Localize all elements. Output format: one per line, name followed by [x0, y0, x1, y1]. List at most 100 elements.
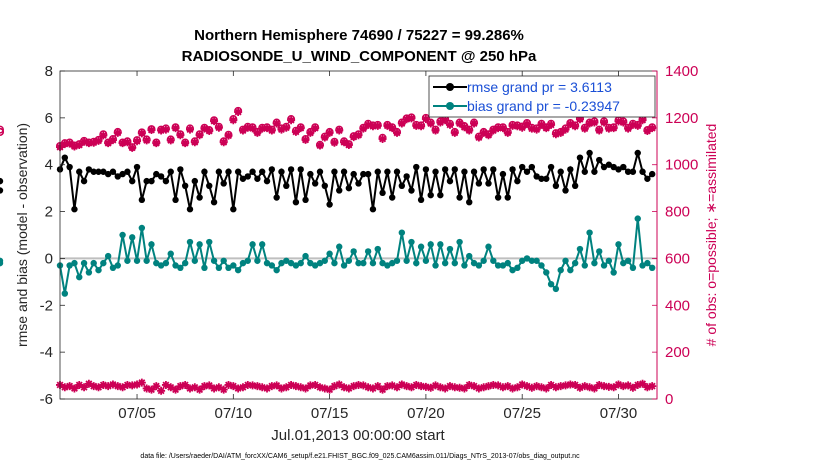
- obs_low-point: [311, 380, 320, 389]
- obs_assimilated-point: [551, 130, 560, 139]
- obs_assimilated-point: [104, 139, 113, 148]
- bias-point: [186, 238, 194, 246]
- rmse-point: [114, 173, 121, 180]
- bias-point: [316, 259, 324, 267]
- obs_low-point: [619, 382, 628, 391]
- y-left-tick-label: 4: [45, 157, 53, 174]
- obs_low-point: [166, 383, 175, 392]
- bias-point: [268, 262, 276, 269]
- bias-point: [177, 264, 184, 271]
- rmse-point: [129, 177, 136, 185]
- rmse-point: [398, 182, 406, 189]
- bias-point: [576, 245, 584, 253]
- obs_low-point: [407, 383, 416, 392]
- rmse-point: [206, 182, 213, 189]
- bias-point: [620, 259, 627, 267]
- bias-point: [634, 215, 641, 222]
- bias-point: [71, 259, 78, 267]
- bias-point: [239, 259, 247, 267]
- rmse-point: [350, 170, 357, 178]
- rmse-point: [422, 166, 430, 173]
- rmse-point: [374, 168, 381, 175]
- rmse-point: [172, 196, 179, 204]
- obs_assimilated-point: [65, 139, 74, 148]
- bias-point: [571, 259, 579, 267]
- rmse-point: [287, 166, 295, 173]
- rmse-point: [196, 194, 203, 201]
- bias-point: [413, 259, 420, 267]
- rmse-point: [278, 168, 285, 175]
- rmse-point: [499, 170, 507, 178]
- bias-point: [263, 259, 271, 267]
- rmse-point: [85, 166, 93, 173]
- obs_low-point: [258, 383, 267, 392]
- rmse-point: [297, 166, 304, 173]
- obs_assimilated-point: [513, 122, 522, 131]
- obs_low-point: [330, 382, 339, 391]
- rmse-point: [437, 191, 444, 199]
- y-right-tick-label: 200: [665, 344, 690, 361]
- rmse-point: [528, 163, 536, 171]
- rmse-point: [485, 180, 492, 187]
- obs_low-point: [152, 382, 161, 391]
- rmse-point: [441, 166, 449, 173]
- bias-point: [403, 257, 410, 264]
- obs_low-point: [498, 383, 507, 392]
- obs_low-point: [585, 383, 594, 392]
- rmse-point: [133, 163, 141, 171]
- bias-point: [369, 259, 377, 267]
- obs_low-point: [397, 380, 406, 389]
- y-right-tick-label: 600: [665, 250, 690, 267]
- obs_low-point: [402, 382, 411, 391]
- obs_low-point: [306, 381, 315, 390]
- obs_low-point: [219, 385, 228, 394]
- rmse-point: [90, 168, 97, 175]
- rmse-point: [244, 173, 251, 180]
- obs_low-point: [210, 384, 219, 393]
- bias-point: [379, 259, 386, 267]
- rmse-point: [95, 168, 102, 175]
- obs_assimilated-point: [537, 120, 546, 129]
- bias-point: [374, 245, 381, 253]
- obs_assimilated-point: [118, 139, 127, 148]
- y-axis-right-label: # of obs: o=possible; ∗=assimilated: [703, 124, 719, 347]
- rmse-point: [177, 166, 184, 173]
- bias-point: [345, 257, 353, 264]
- bias-point: [61, 290, 69, 297]
- rmse-point: [451, 166, 458, 173]
- rmse-point: [210, 199, 218, 206]
- rmse-point: [321, 182, 328, 189]
- obs_low-point: [224, 380, 233, 389]
- rmse-point: [475, 180, 483, 187]
- obs_low-point: [181, 380, 190, 389]
- obs_low-point: [272, 381, 281, 390]
- bias-point: [562, 257, 569, 264]
- obs_assimilated-point: [330, 138, 339, 147]
- obs_low-point: [537, 383, 546, 392]
- rmse-point: [547, 163, 555, 171]
- obs_assimilated-point: [210, 117, 219, 126]
- obs_assimilated-point: [426, 119, 435, 128]
- obs_assimilated-point: [518, 123, 527, 132]
- obs_low-point: [133, 380, 142, 389]
- rmse-point: [181, 182, 189, 189]
- obs_low-point: [234, 384, 243, 393]
- rmse-point: [490, 166, 497, 173]
- bias-point: [302, 252, 309, 260]
- y-right-tick-label: 1000: [665, 157, 698, 174]
- obs_assimilated-point: [234, 108, 243, 116]
- obs_assimilated-point: [108, 136, 117, 145]
- rmse-point: [543, 175, 550, 182]
- bias-point: [80, 259, 88, 267]
- bias-point: [648, 264, 656, 271]
- obs_assimilated-point: [648, 124, 657, 133]
- rmse-point: [413, 163, 420, 171]
- obs_assimilated-point: [258, 124, 267, 133]
- obs_low-point: [624, 381, 633, 390]
- obs_assimilated-point: [542, 124, 551, 133]
- y-left-tick-label: 8: [45, 63, 53, 80]
- bias-point: [307, 259, 314, 267]
- bias-point: [85, 269, 93, 276]
- obs_low-point: [205, 381, 214, 390]
- obs_low-point: [263, 384, 272, 393]
